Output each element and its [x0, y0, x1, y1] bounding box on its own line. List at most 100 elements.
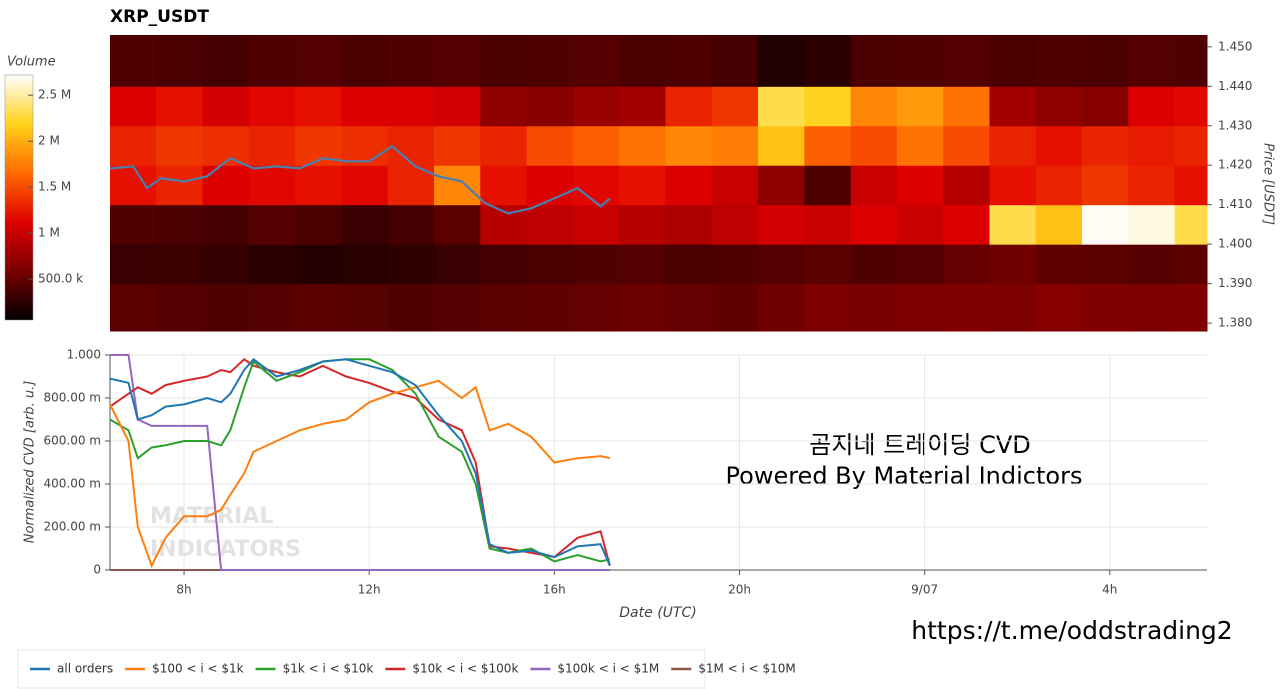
- heat-cell: [434, 283, 481, 332]
- heat-cell: [295, 86, 342, 127]
- heat-cell: [711, 125, 759, 166]
- heat-cell: [989, 35, 1037, 87]
- heat-cell: [156, 283, 204, 332]
- heat-cell: [665, 283, 713, 332]
- heat-cell: [1128, 165, 1176, 206]
- series-line: [109, 358, 611, 566]
- heat-cell: [943, 244, 990, 285]
- heat-cell: [1174, 125, 1208, 166]
- heat-cell: [110, 86, 157, 127]
- price-line: [109, 144, 611, 215]
- colorbar-label: Volume: [7, 55, 56, 70]
- watermark-subtitle: Powered By Material Indictors: [726, 462, 1083, 490]
- heat-cell: [202, 165, 250, 206]
- heat-cell: [758, 244, 805, 285]
- heat-cell: [619, 283, 666, 332]
- heat-cell: [387, 283, 435, 332]
- heat-cell: [804, 204, 852, 245]
- heat-cell: [295, 165, 342, 206]
- heat-cell: [202, 244, 250, 285]
- x-axis-label: Date (UTC): [619, 605, 696, 621]
- y-tick-label: 600.00 m: [44, 434, 102, 448]
- heat-cell: [896, 244, 944, 285]
- heat-cell: [526, 125, 574, 166]
- heat-cell: [850, 125, 898, 166]
- heat-cell: [619, 86, 666, 127]
- heat-cell: [1082, 204, 1129, 245]
- heat-cell: [943, 204, 990, 245]
- heat-cell: [758, 204, 805, 245]
- heat-cell: [1128, 204, 1176, 245]
- heat-cell: [526, 283, 574, 332]
- y-axis-label: Normalized CVD [arb. u.]: [23, 381, 38, 544]
- heat-cell: [711, 204, 759, 245]
- heat-cell: [989, 86, 1037, 127]
- heat-cell: [1035, 86, 1083, 127]
- logo-text: INDICATORS: [150, 537, 301, 562]
- y-tick-label: 0: [93, 563, 101, 577]
- heat-cell: [341, 244, 389, 285]
- heat-cell: [202, 125, 250, 166]
- heat-cell: [434, 165, 481, 206]
- heat-cell: [1174, 86, 1208, 127]
- y-tick-label: 1.390: [1218, 276, 1252, 290]
- heat-cell: [943, 165, 990, 206]
- heat-cell: [572, 35, 620, 87]
- heat-cell: [341, 35, 389, 87]
- heat-cell: [156, 244, 204, 285]
- heat-cell: [804, 283, 852, 332]
- heat-cell: [295, 283, 342, 332]
- heat-cell: [1174, 283, 1208, 332]
- heat-cell: [434, 204, 481, 245]
- heat-cell: [758, 86, 805, 127]
- heat-cell: [341, 125, 389, 166]
- heat-cell: [1174, 204, 1208, 245]
- heat-cell: [943, 86, 990, 127]
- y-axis-label: Price [USDT]: [1261, 143, 1276, 225]
- heat-cell: [711, 165, 759, 206]
- heat-cell: [202, 204, 250, 245]
- heat-cell: [572, 204, 620, 245]
- heat-cell: [850, 283, 898, 332]
- heat-cell: [156, 204, 204, 245]
- heat-cell: [1082, 35, 1129, 87]
- heat-cell: [202, 283, 250, 332]
- heat-cell: [156, 125, 204, 166]
- heat-cell: [989, 125, 1037, 166]
- heat-cell: [711, 244, 759, 285]
- heat-cell: [1128, 86, 1176, 127]
- heat-cell: [1174, 35, 1208, 87]
- heat-cell: [572, 165, 620, 206]
- heat-cell: [110, 283, 157, 332]
- y-tick-label: 1.410: [1218, 197, 1252, 211]
- heat-cell: [480, 283, 528, 332]
- heat-cell: [480, 125, 528, 166]
- heat-cell: [665, 204, 713, 245]
- y-tick-label: 1.000: [67, 348, 101, 362]
- heat-cell: [943, 283, 990, 332]
- heat-cell: [896, 165, 944, 206]
- heat-cell: [387, 244, 435, 285]
- heat-cell: [1082, 165, 1129, 206]
- heat-cell: [804, 35, 852, 87]
- heat-cell: [248, 283, 296, 332]
- heat-cell: [110, 204, 157, 245]
- heat-cell: [850, 86, 898, 127]
- legend-label: $1M < i < $10M: [698, 662, 796, 676]
- heat-cell: [850, 165, 898, 206]
- y-tick-label: 1.440: [1218, 79, 1252, 93]
- heat-cell: [665, 125, 713, 166]
- x-tick-label: 16h: [543, 583, 566, 597]
- heat-cell: [758, 125, 805, 166]
- heat-cell: [896, 204, 944, 245]
- heat-cell: [434, 125, 481, 166]
- heat-cell: [1128, 35, 1176, 87]
- heat-cell: [1035, 35, 1083, 87]
- x-tick-label: 8h: [176, 583, 191, 597]
- heat-cell: [110, 125, 157, 166]
- heat-cell: [1082, 125, 1129, 166]
- x-tick-label: 20h: [728, 583, 751, 597]
- colorbar-tick-label: 500.0 k: [38, 272, 83, 286]
